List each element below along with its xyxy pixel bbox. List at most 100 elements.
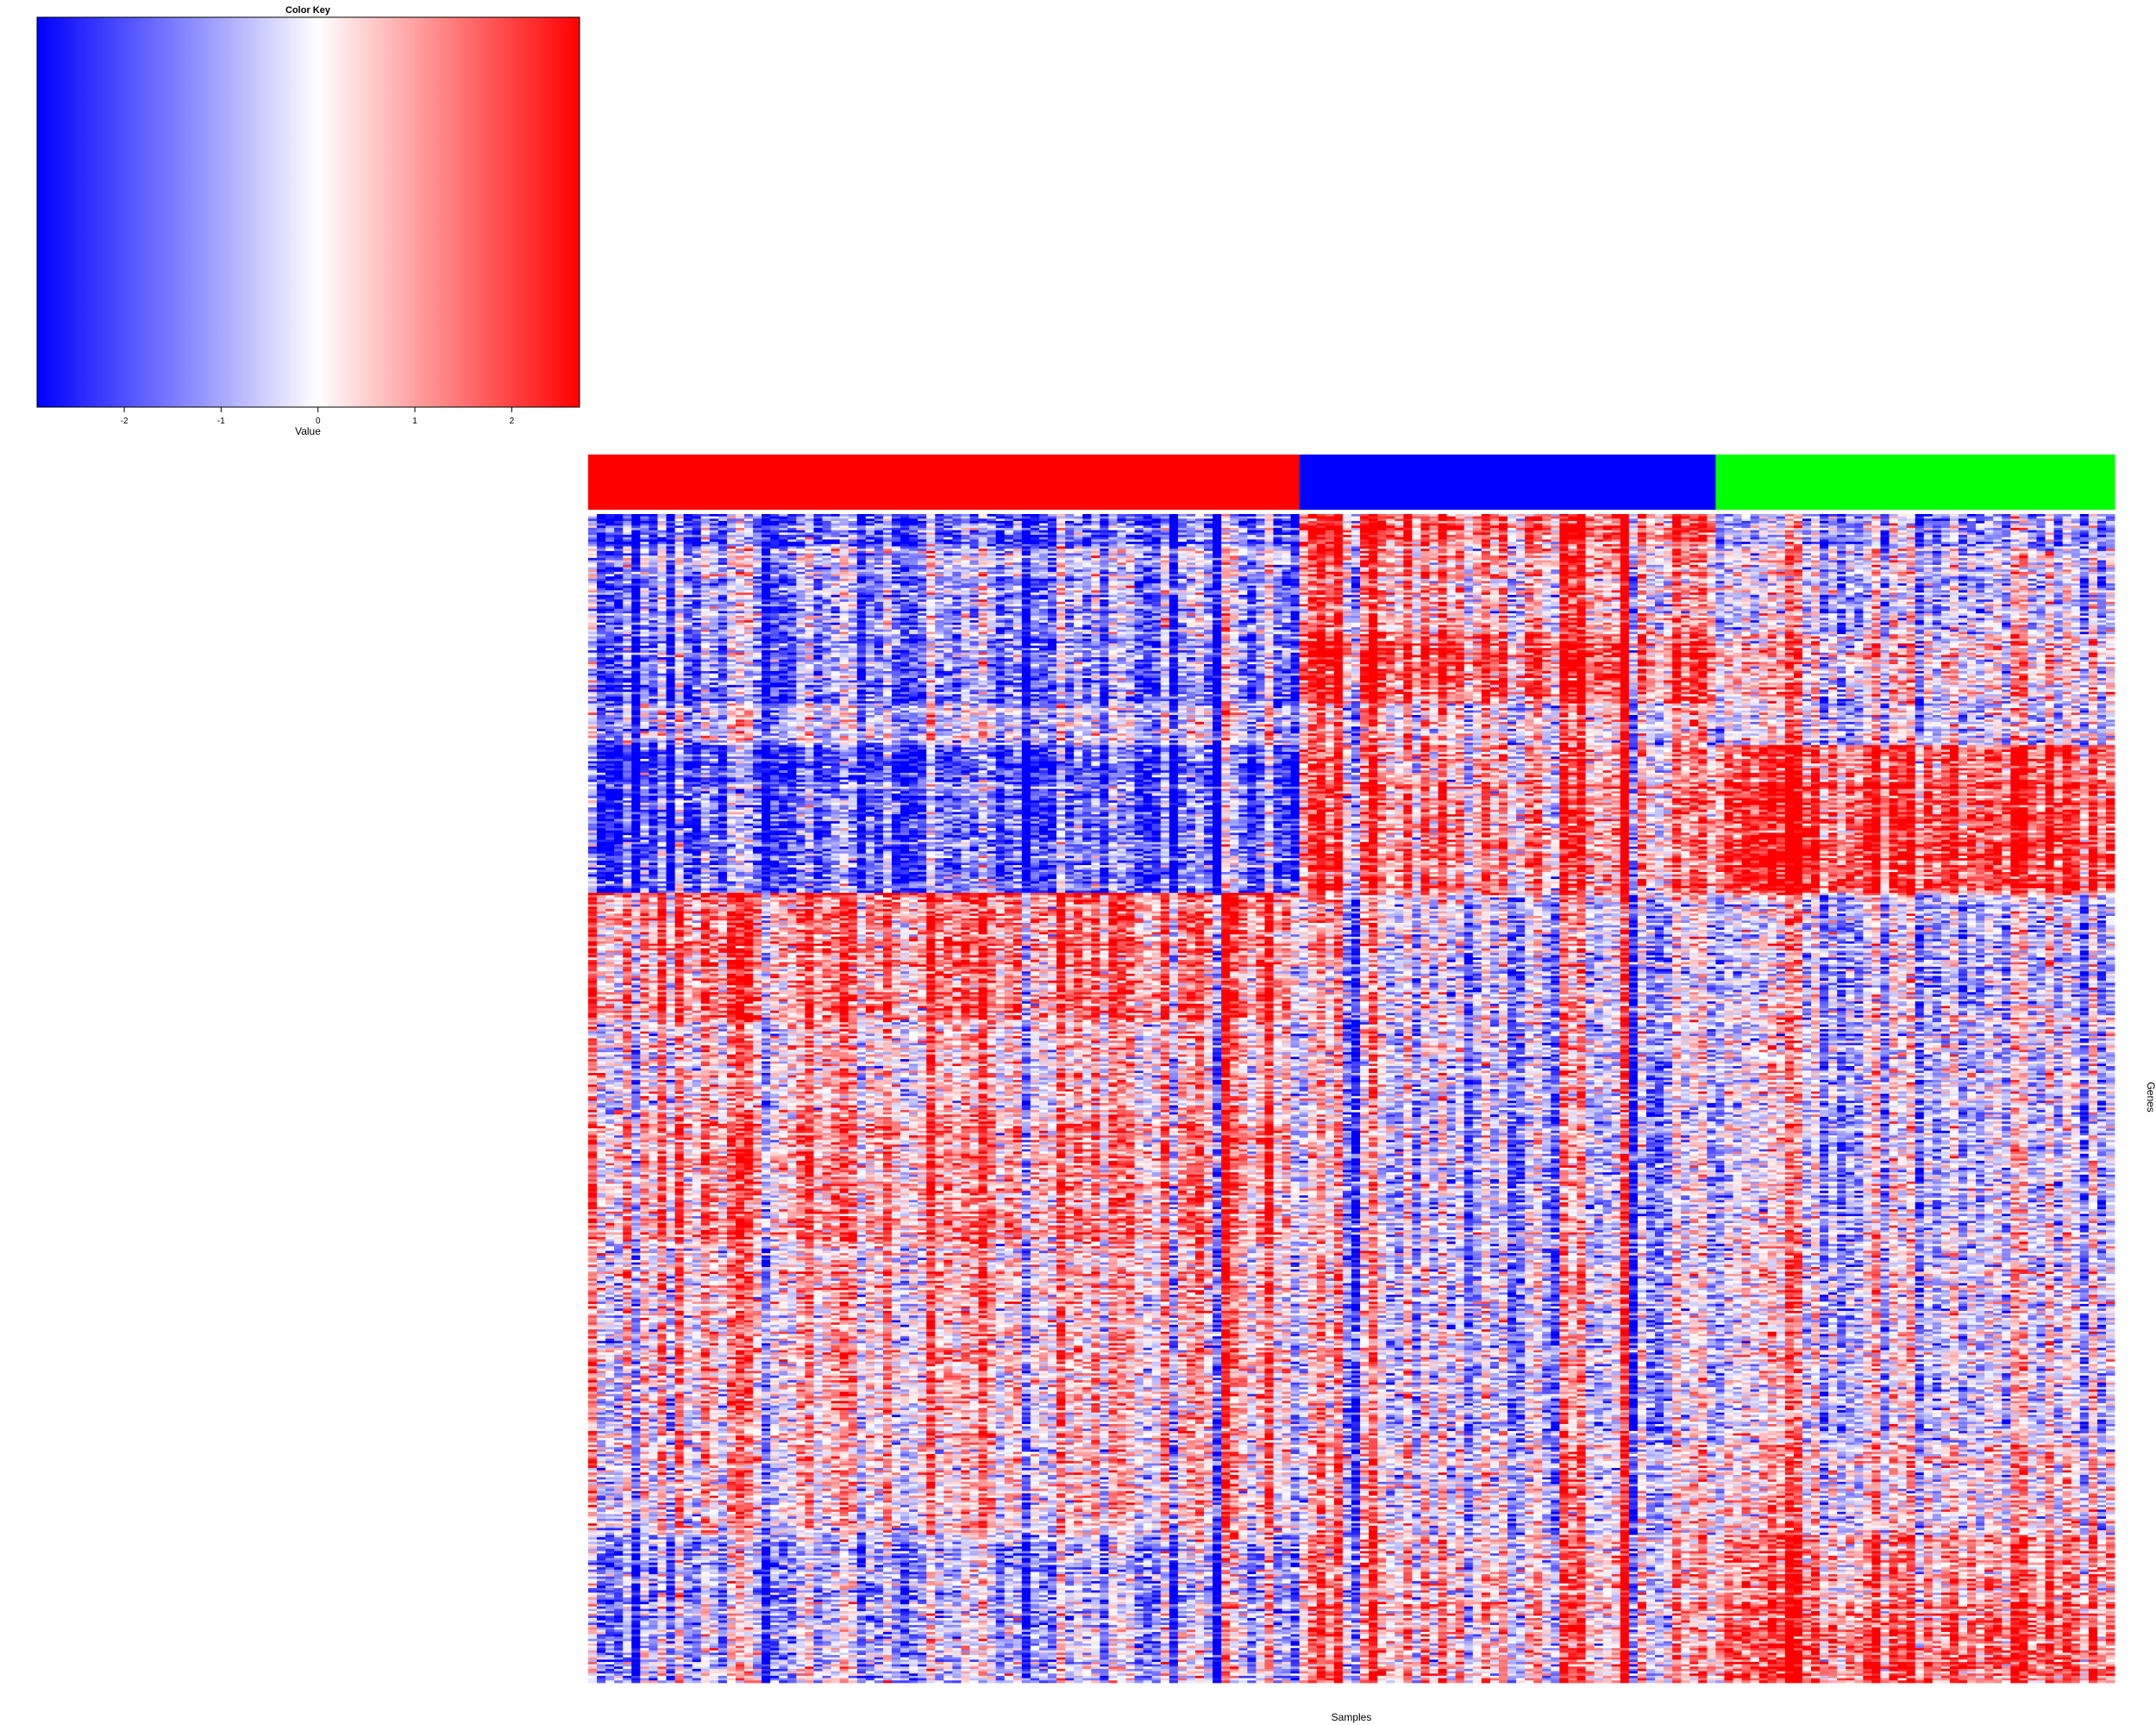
heatmap-cell [736, 528, 744, 530]
heatmap-cell [693, 532, 701, 535]
heatmap-cell [1178, 518, 1187, 521]
heatmap-cell [597, 530, 605, 533]
heatmap-cell [614, 530, 623, 533]
heatmap-cell [849, 525, 857, 528]
heatmap-cell [1880, 521, 1889, 524]
heatmap-cell [1291, 517, 1300, 519]
heatmap-cell [1351, 518, 1360, 521]
heatmap-cell [1742, 525, 1751, 528]
color-key-title: Color Key [285, 5, 331, 16]
heatmap-cell [2036, 518, 2045, 521]
heatmap-cell [1369, 518, 1377, 521]
heatmap-cell [1880, 528, 1889, 530]
heatmap-cell [1950, 521, 1959, 524]
heatmap-cell [684, 524, 693, 526]
heatmap-cell [1386, 514, 1395, 517]
heatmap-cell [1715, 524, 1724, 526]
heatmap-cell [2036, 528, 2045, 530]
heatmap-cell [883, 514, 892, 517]
heatmap-cell [1161, 530, 1169, 533]
heatmap-cell [1420, 524, 1429, 526]
heatmap-cell [1907, 514, 1915, 517]
heatmap-cell [701, 532, 710, 535]
heatmap-cell [1976, 514, 1984, 517]
heatmap-cell [1950, 524, 1959, 526]
heatmap-cell [1854, 528, 1863, 530]
heatmap-cell [857, 514, 866, 517]
heatmap-cell [1256, 530, 1264, 533]
heatmap-cell [1247, 514, 1256, 517]
heatmap-cell [1291, 530, 1300, 533]
heatmap-cell [787, 530, 796, 533]
heatmap-cell [943, 530, 952, 533]
heatmap-cell [1559, 530, 1568, 533]
heatmap-cell [1369, 530, 1377, 533]
heatmap-cell [1369, 528, 1377, 530]
heatmap-cell [823, 517, 831, 519]
heatmap-cell [1031, 514, 1039, 517]
heatmap-cell [900, 521, 909, 524]
heatmap-cell [710, 530, 718, 533]
heatmap-cell [1291, 528, 1300, 530]
heatmap-cell [2002, 518, 2010, 521]
heatmap-cell [1664, 530, 1672, 533]
heatmap-cell [970, 518, 979, 521]
heatmap-cell [1976, 517, 1984, 519]
heatmap-cell [597, 518, 605, 521]
heatmap-cell [1343, 514, 1351, 517]
heatmap-cell [831, 514, 840, 517]
heatmap-cell [2089, 517, 2097, 519]
heatmap-cell [840, 530, 849, 533]
heatmap-cell [1213, 521, 1221, 524]
heatmap-cell [1291, 525, 1300, 528]
heatmap-cell [1924, 517, 1933, 519]
heatmap-cell [1126, 524, 1135, 526]
heatmap-cell [1213, 518, 1221, 521]
heatmap-cell [1967, 518, 1976, 521]
heatmap-cell [1533, 518, 1542, 521]
heatmap-cell [1117, 514, 1125, 517]
heatmap-cell [1646, 521, 1655, 524]
heatmap-cell [1499, 514, 1507, 517]
heatmap-cell [961, 518, 969, 521]
heatmap-cell [1238, 530, 1247, 533]
heatmap-cell [979, 517, 987, 519]
heatmap-cell [1048, 524, 1056, 526]
heatmap-cell [744, 514, 753, 517]
heatmap-cell [1672, 521, 1681, 524]
heatmap-cell [2010, 521, 2019, 524]
heatmap-cell [849, 528, 857, 530]
heatmap-cell [1959, 517, 1967, 519]
heatmap-cell [1169, 530, 1178, 533]
heatmap-cell [1334, 517, 1343, 519]
heatmap-cell [1490, 521, 1499, 524]
heatmap-cell [1715, 528, 1724, 530]
heatmap-cell [1100, 521, 1108, 524]
heatmap-cell [1317, 528, 1326, 530]
heatmap-cell [1256, 528, 1264, 530]
heatmap-cell [1412, 525, 1420, 528]
heatmap-cell [1941, 514, 1950, 517]
heatmap-cell [2002, 521, 2010, 524]
heatmap-cell [1863, 521, 1871, 524]
heatmap-cell [857, 524, 866, 526]
heatmap-cell [588, 528, 597, 530]
heatmap-cell [727, 514, 736, 517]
heatmap-cell [1559, 524, 1568, 526]
heatmap-cell [1551, 524, 1559, 526]
heatmap-cell [840, 524, 849, 526]
heatmap-cell [1664, 521, 1672, 524]
heatmap-cell [1655, 524, 1664, 526]
heatmap-cell [1629, 530, 1638, 533]
heatmap-cell [1187, 530, 1195, 533]
heatmap-cell [684, 530, 693, 533]
heatmap-cell [1551, 521, 1559, 524]
heatmap-cell [614, 514, 623, 517]
heatmap-cell [1056, 528, 1065, 530]
heatmap-cell [1074, 514, 1082, 517]
heatmap-cell [1507, 514, 1516, 517]
heatmap-cell [2080, 530, 2089, 533]
heatmap-cell [823, 528, 831, 530]
heatmap-cell [753, 528, 761, 530]
heatmap-cell [1568, 514, 1576, 517]
